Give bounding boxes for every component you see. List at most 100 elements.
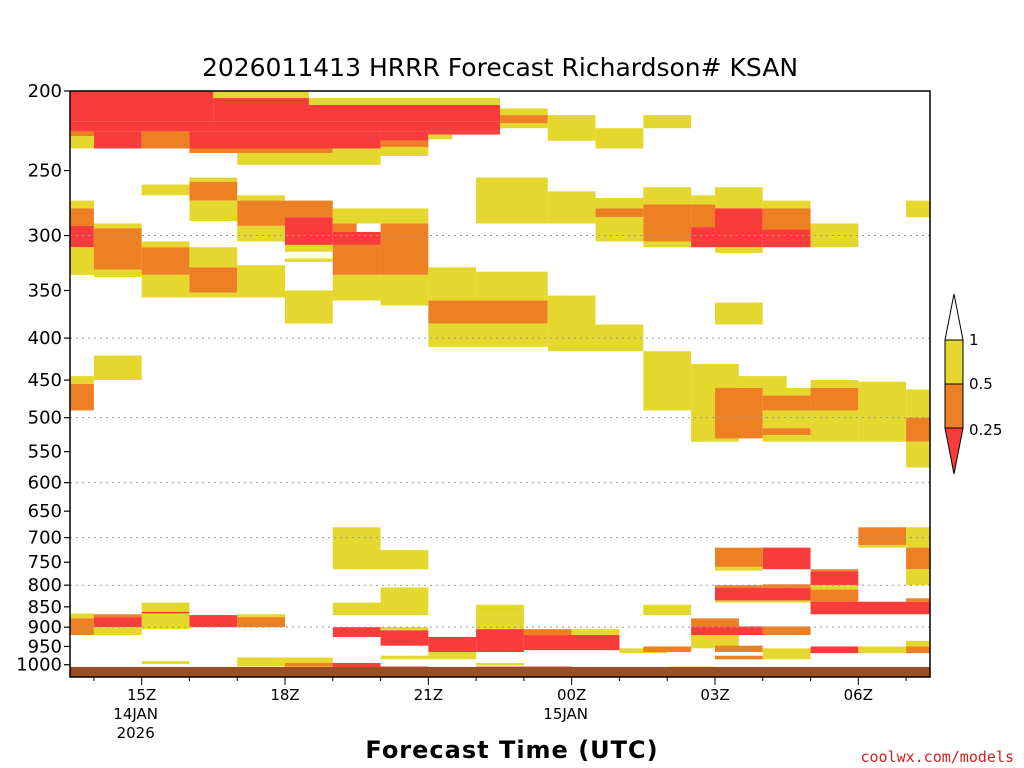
heatmap-cell: [141, 184, 190, 196]
heatmap-cell: [810, 410, 859, 442]
heatmap-cell: [691, 227, 715, 248]
heatmap-cell: [643, 115, 692, 129]
heatmap-cell: [858, 646, 907, 654]
y-tick-label: 350: [28, 280, 62, 301]
heatmap-cell: [70, 91, 214, 122]
heatmap-cell: [762, 395, 811, 411]
colorbar-label: 1: [969, 331, 979, 349]
colorbar-yellow-segment: [944, 339, 964, 385]
heatmap-cell: [691, 195, 715, 205]
heatmap-cell: [285, 657, 333, 663]
plot-frame: [69, 90, 931, 678]
heatmap-cell: [762, 229, 811, 248]
heatmap-cell: [810, 387, 859, 411]
heatmap-cell: [189, 131, 381, 149]
heatmap-cell: [500, 108, 548, 116]
y-tick-label: 250: [28, 161, 62, 182]
heatmap-cell: [428, 267, 477, 301]
heatmap-cell: [810, 589, 859, 602]
heatmap-cell: [906, 646, 930, 654]
heatmap-cell: [70, 121, 500, 132]
y-axis: 200 250 300 350 400 450 500 550 600 650 700 7508008…: [16, 81, 70, 676]
y-tick-label: 450: [28, 370, 62, 391]
heatmap-cell: [380, 131, 429, 141]
heatmap-cell: [141, 661, 190, 665]
heatmap-cell: [762, 653, 811, 660]
heatmap-cell: [595, 128, 644, 149]
heatmap-cell: [906, 389, 930, 418]
heatmap-cell: [476, 662, 524, 666]
heatmap-cell: [906, 569, 930, 586]
y-tick-label: 600: [28, 473, 62, 494]
x-tick-label: 18Z: [270, 686, 299, 704]
heatmap-cell: [380, 630, 429, 646]
heatmap-cell: [141, 611, 190, 614]
heatmap-cell: [189, 267, 238, 293]
heatmap-cell: [906, 598, 930, 602]
y-tick-label: 500: [28, 408, 62, 429]
heatmap-cell: [93, 627, 142, 636]
heatmap-cell: [762, 200, 811, 209]
heatmap-cell: [285, 662, 333, 667]
heatmap-cell: [715, 247, 763, 253]
heatmap-cell: [810, 571, 859, 586]
heatmap-cell: [762, 547, 811, 570]
heatmap-cell: [285, 217, 333, 245]
heatmap-cell: [380, 140, 429, 147]
heatmap-cell: [428, 655, 477, 660]
heatmap-cell: [691, 626, 715, 636]
x-tick-label: 03Z: [700, 686, 729, 704]
heatmap-cell: [691, 618, 739, 627]
heatmap-cell: [332, 274, 381, 301]
heatmap-cell: [715, 208, 763, 248]
colorbar-label: 0.5: [969, 375, 993, 393]
y-tick-label: 950: [28, 636, 62, 657]
heatmap-cell: [189, 615, 238, 628]
heatmap-cell: [237, 200, 285, 226]
heatmap-cell: [380, 627, 429, 631]
heatmap-cell: [715, 600, 811, 603]
heatmap-cell: [93, 617, 142, 628]
heatmap-cell: [762, 428, 811, 436]
heatmap-cell: [595, 208, 644, 218]
heatmap-cell: [380, 146, 429, 156]
heatmap-cell: [308, 98, 500, 105]
x-tick-label: 21Z: [414, 686, 443, 704]
heatmap-cell: [237, 225, 285, 242]
heatmap-cell: [93, 223, 142, 229]
heatmap-cell: [237, 614, 285, 618]
heatmap-cell: [285, 244, 333, 252]
heatmap-cell: [332, 208, 429, 224]
colorbar-top-triangle: [944, 293, 964, 341]
heatmap-cell: [906, 527, 930, 548]
heatmap-cell: [189, 177, 238, 182]
heatmap-cell: [189, 200, 238, 221]
colorbar-label: 0.25: [969, 421, 1002, 439]
heatmap-cell: [285, 258, 333, 262]
heatmap-cell: [906, 640, 930, 647]
heatmap-cell: [237, 617, 285, 628]
heatmap-cell: [332, 231, 381, 245]
x-tick-label: 06Z: [844, 686, 873, 704]
y-tick-label: 800: [28, 575, 62, 596]
heatmap-cell: [476, 604, 524, 616]
y-tick-label: 700: [28, 528, 62, 549]
heatmap-cell: [380, 655, 429, 660]
heatmap-cell: [141, 602, 190, 612]
heatmap-cell: [715, 302, 763, 325]
y-tick-label: 200: [28, 81, 62, 102]
colorbar-legend: 1 0.5 0.25: [944, 293, 1002, 475]
heatmap-cell: [643, 241, 692, 248]
heatmap-cell: [715, 645, 763, 653]
heatmap-cells: [70, 91, 930, 671]
heatmap-cell: [213, 98, 309, 105]
heatmap-cell: [70, 131, 94, 137]
heatmap-cell: [906, 200, 930, 218]
heatmap-cell: [715, 547, 763, 567]
heatmap-cell: [595, 324, 644, 352]
heatmap-cell: [762, 435, 811, 442]
heatmap-cell: [762, 584, 811, 588]
y-tick-label: 900: [28, 617, 62, 638]
heatmap-cell: [810, 223, 859, 248]
